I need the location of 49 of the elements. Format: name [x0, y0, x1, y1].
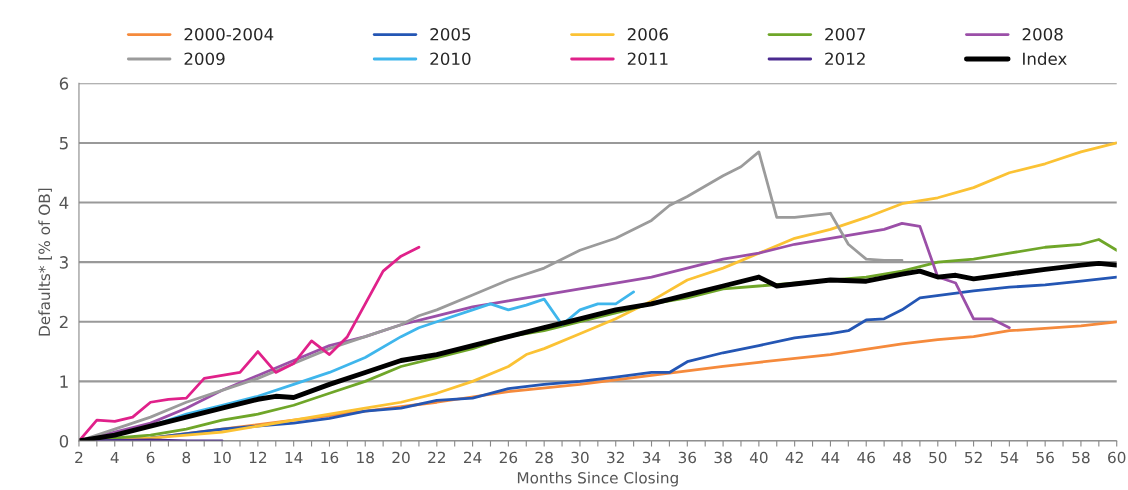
x-tick-label: 24 — [463, 451, 482, 464]
x-tick-label: 18 — [357, 451, 374, 464]
x-tick-label: 32 — [607, 451, 624, 464]
x-tick-label: 10 — [214, 451, 231, 464]
x-tick-label: 4 — [110, 451, 119, 464]
x-tick-label: 8 — [182, 451, 191, 464]
x-tick-label: 22 — [428, 451, 445, 464]
x-tick-label: 12 — [249, 451, 267, 464]
x-tick-label: 54 — [1000, 451, 1019, 464]
x-tick-label: 42 — [785, 451, 803, 464]
x-tick-label: 46 — [857, 451, 875, 464]
legend-label: 2010 — [430, 52, 471, 66]
y-tick-label: 1 — [60, 375, 68, 388]
x-tick-label: 40 — [749, 451, 768, 464]
x-tick-label: 56 — [1036, 451, 1054, 464]
legend-label: Index — [1023, 52, 1067, 66]
y-tick-label: 4 — [59, 196, 69, 209]
y-axis-title: Defaults* [% of OB] — [38, 188, 52, 336]
x-tick-label: 20 — [392, 451, 410, 464]
y-tick-label: 5 — [59, 137, 68, 150]
y-tick-label: 6 — [59, 77, 69, 90]
legend-label: 2000-2004 — [184, 28, 274, 41]
x-tick-label: 14 — [285, 451, 303, 464]
x-tick-label: 28 — [535, 451, 553, 464]
x-tick-label: 44 — [821, 451, 840, 464]
legend-label: 2008 — [1022, 28, 1063, 41]
x-axis-title: Months Since Closing — [517, 471, 678, 487]
x-tick-label: 38 — [714, 451, 732, 464]
x-tick-label: 50 — [929, 451, 947, 464]
x-tick-label: 16 — [321, 451, 339, 464]
x-tick-label: 36 — [678, 451, 697, 464]
y-tick-label: 2 — [59, 315, 68, 329]
x-tick-label: 48 — [893, 451, 911, 464]
legend-label: 2007 — [825, 28, 866, 41]
x-tick-label: 58 — [1072, 451, 1090, 464]
x-tick-label: 26 — [499, 451, 518, 464]
x-tick-label: 6 — [146, 451, 155, 464]
x-tick-label: 2 — [75, 451, 83, 464]
legend-label: 2006 — [627, 28, 668, 41]
legend-label: 2011 — [627, 52, 668, 66]
y-tick-label: 0 — [59, 434, 69, 448]
legend-label: 2009 — [184, 52, 225, 66]
x-tick-label: 60 — [1108, 451, 1126, 464]
x-tick-label: 30 — [571, 451, 589, 464]
y-tick-label: 3 — [59, 256, 68, 269]
legend-label: 2012 — [825, 52, 865, 66]
x-tick-label: 34 — [642, 451, 661, 464]
x-tick-label: 52 — [965, 451, 982, 464]
legend-label: 2005 — [430, 28, 471, 41]
